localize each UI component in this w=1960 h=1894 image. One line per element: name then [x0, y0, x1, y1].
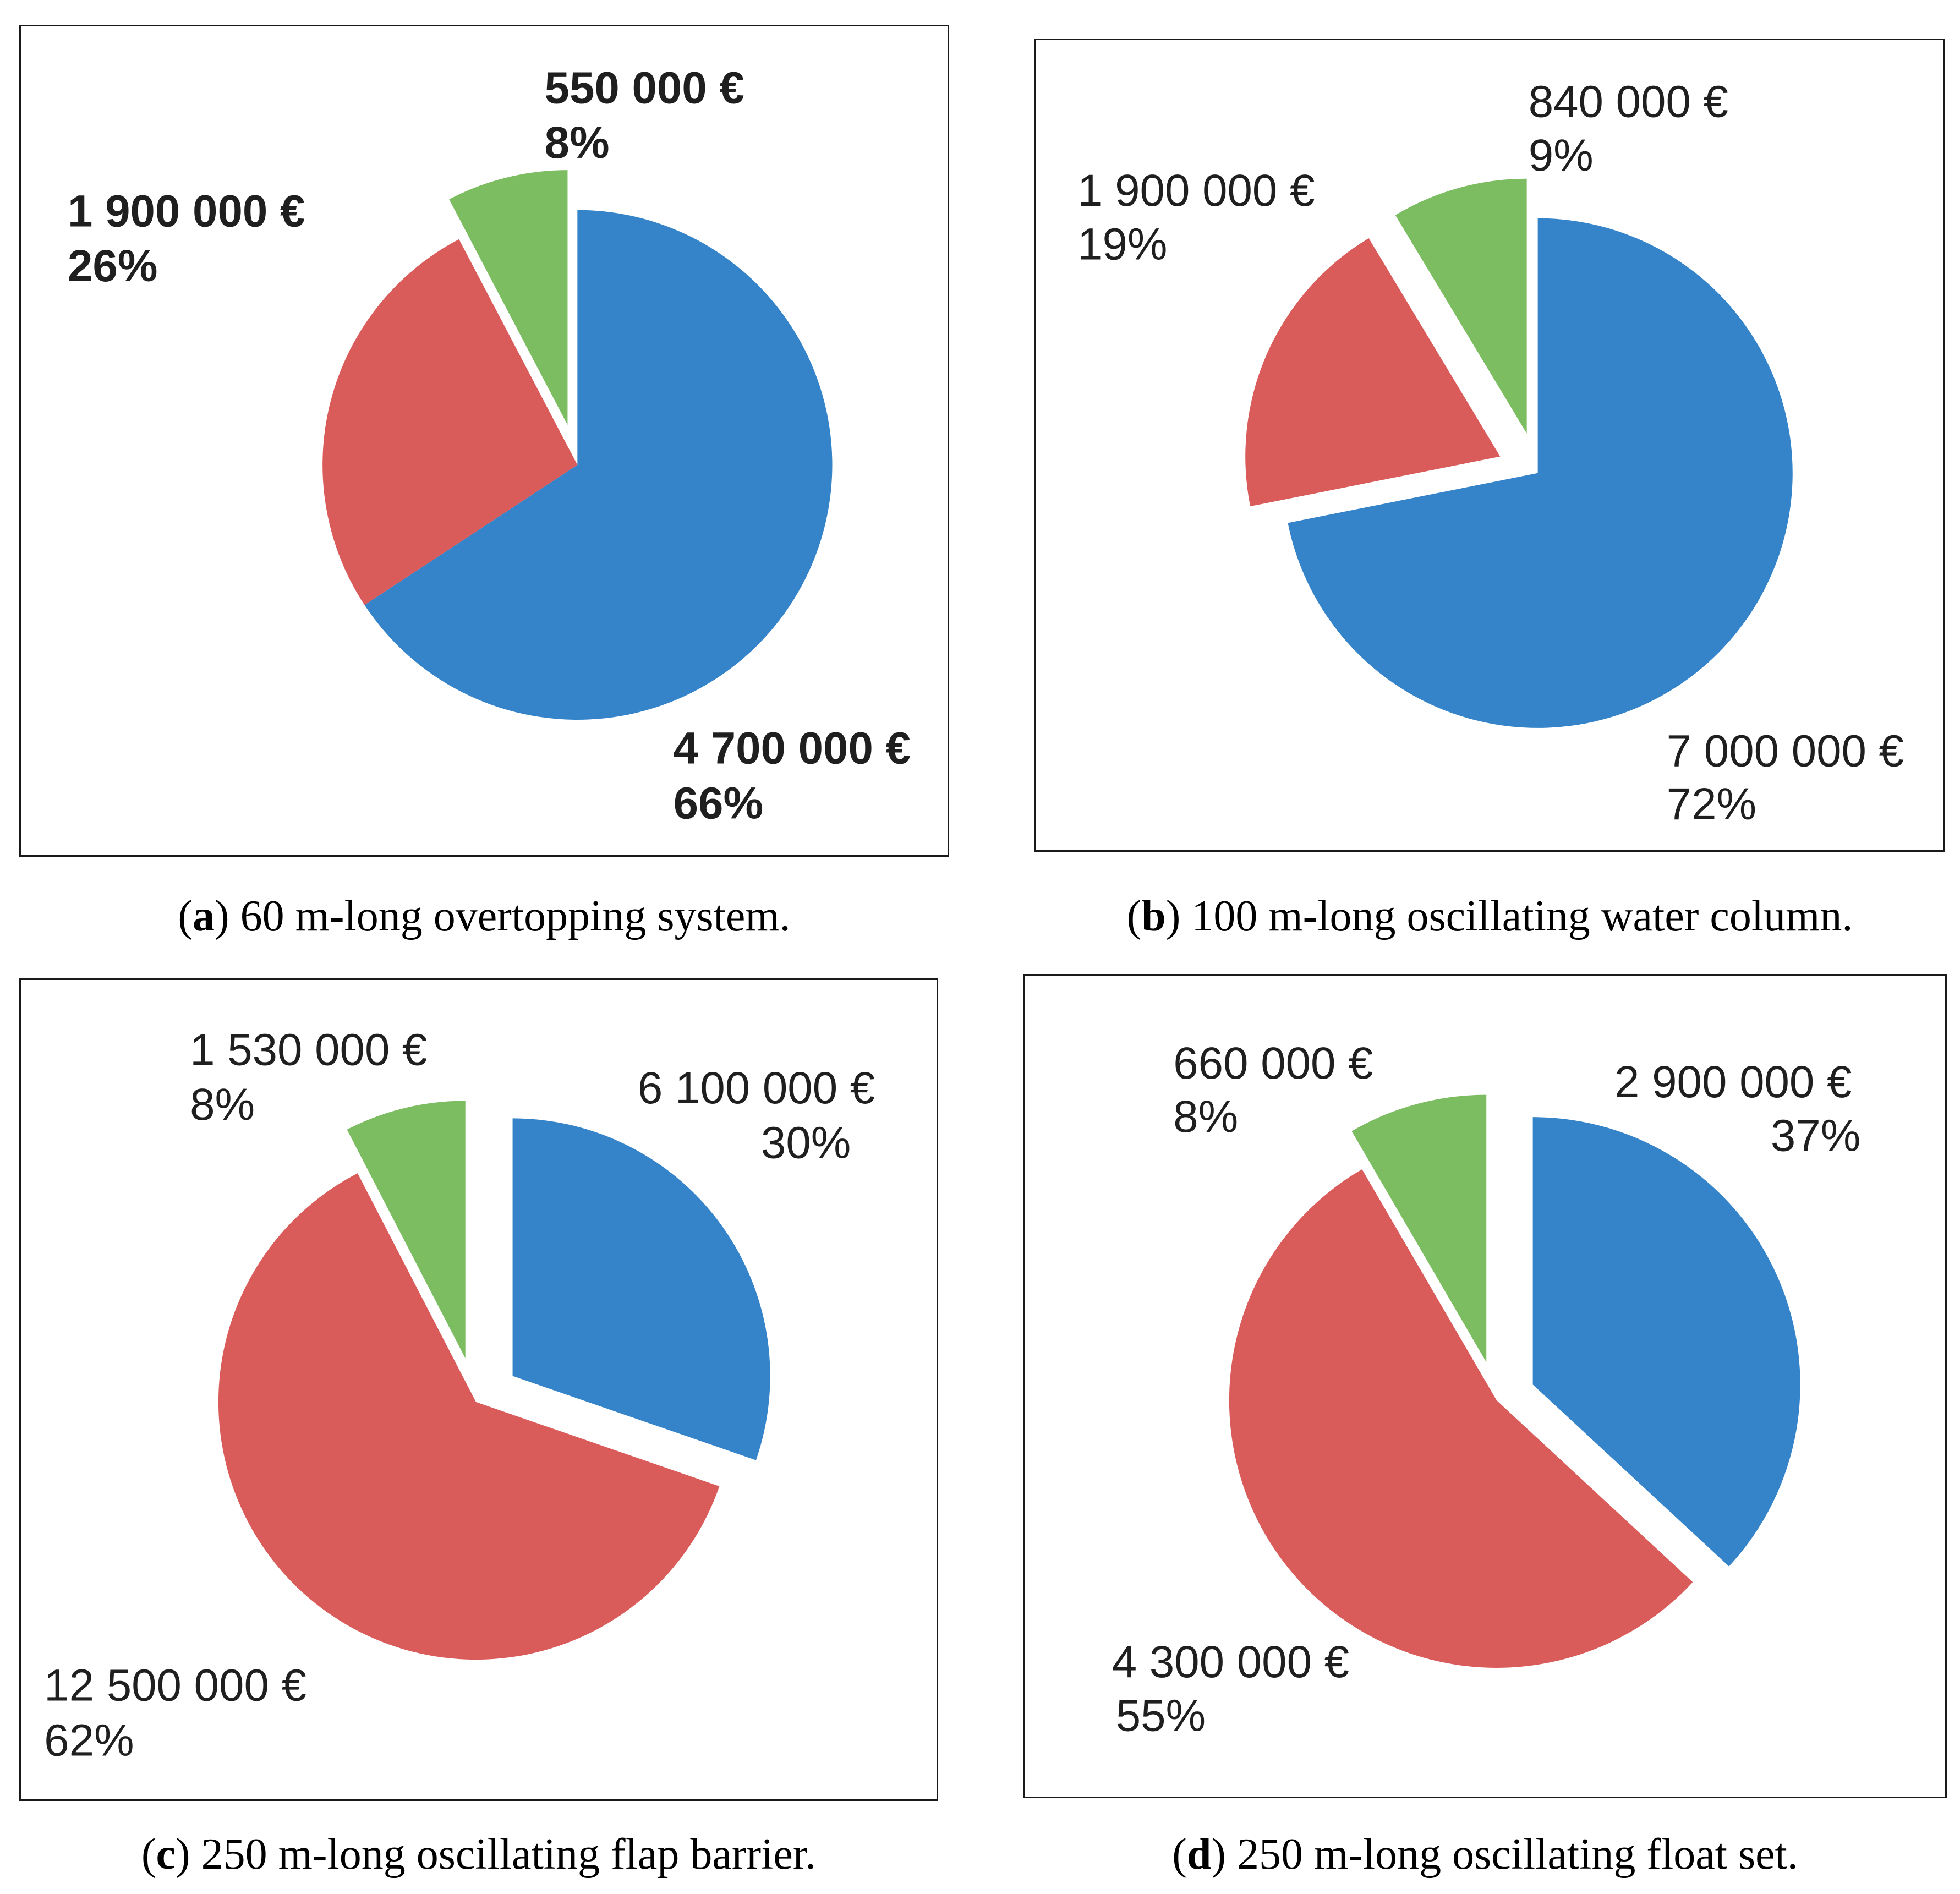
caption-letter-a: a	[193, 892, 215, 940]
slice-label-value-d-2: 660 000 €	[1173, 1038, 1373, 1088]
slice-label-value-b-1: 1 900 000 €	[1077, 166, 1315, 216]
caption-text-c: 250 m-long oscillating flap barrier.	[201, 1830, 817, 1879]
chart-panel-d: 660 000 € 8% 2 900 000 € 37% 4 300 000 €…	[1023, 974, 1947, 1798]
caption-c: (c) 250 m-long oscillating flap barrier.	[141, 1830, 817, 1879]
slice-label-value-a-2: 550 000 €	[545, 63, 744, 113]
pie-slices-d	[1229, 1094, 1800, 1668]
caption-text-a: 60 m-long overtopping system.	[240, 892, 791, 940]
slice-label-percent-d-0: 37%	[1771, 1111, 1860, 1161]
pie-slice-d-1	[1229, 1169, 1693, 1668]
slice-label-percent-c-0: 30%	[761, 1118, 851, 1168]
pie-slice-b-2	[1395, 178, 1527, 434]
slice-label-percent-a-1: 26%	[68, 241, 157, 291]
slice-label-percent-b-0: 72%	[1667, 779, 1756, 829]
caption-text-d: 250 m-long oscillating float set.	[1236, 1830, 1798, 1879]
chart-panel-a: 550 000 € 8% 1 900 000 € 26% 4 700 000 €…	[19, 25, 949, 857]
pie-slice-b-0	[1288, 218, 1793, 728]
caption-letter-c: c	[156, 1830, 176, 1879]
pie-slice-a-1	[322, 239, 578, 605]
slice-label-percent-c-2: 8%	[190, 1080, 255, 1130]
pie-slices-c	[218, 1101, 770, 1660]
slice-label-value-b-2: 840 000 €	[1529, 76, 1728, 127]
pie-chart-a: 550 000 € 8% 1 900 000 € 26% 4 700 000 €…	[68, 63, 911, 828]
slice-label-value-c-2: 1 530 000 €	[190, 1025, 427, 1075]
slice-label-value-d-1: 4 300 000 €	[1112, 1637, 1349, 1687]
pie-slice-a-2	[449, 170, 568, 425]
caption-letter-d: d	[1186, 1830, 1212, 1879]
slice-label-percent-d-1: 55%	[1116, 1690, 1206, 1740]
caption-d: (d) 250 m-long oscillating float set.	[1172, 1830, 1798, 1879]
caption-text-b: 100 m-long oscillating water column.	[1191, 892, 1853, 940]
slice-label-percent-a-0: 66%	[674, 778, 763, 828]
pie-slice-c-0	[512, 1118, 770, 1460]
pie-slice-a-0	[364, 210, 833, 720]
slice-label-value-a-1: 1 900 000 €	[68, 187, 305, 237]
slice-label-value-d-0: 2 900 000 €	[1614, 1057, 1852, 1107]
slice-label-value-a-0: 4 700 000 €	[674, 724, 911, 774]
slice-label-percent-b-2: 9%	[1529, 130, 1594, 180]
slice-label-percent-d-2: 8%	[1173, 1092, 1238, 1142]
slice-label-value-c-1: 12 500 000 €	[44, 1661, 306, 1711]
pie-slice-d-0	[1532, 1117, 1800, 1567]
pie-slice-c-2	[347, 1101, 466, 1359]
slice-label-value-b-0: 7 000 000 €	[1667, 726, 1904, 776]
slice-label-value-c-0: 6 100 000 €	[638, 1063, 875, 1113]
slice-label-percent-b-1: 19%	[1077, 219, 1167, 269]
pie-chart-b: 840 000 € 9% 1 900 000 € 19% 7 000 000 €…	[1077, 76, 1904, 829]
slice-label-percent-a-2: 8%	[545, 118, 610, 168]
caption-a: (a) 60 m-long overtopping system.	[178, 892, 791, 940]
pie-slice-c-1	[218, 1173, 720, 1660]
caption-letter-b: b	[1141, 892, 1166, 940]
pie-slices-b	[1245, 178, 1793, 728]
pie-chart-c: 1 530 000 € 8% 6 100 000 € 30% 12 500 00…	[44, 1025, 875, 1765]
chart-panel-b: 840 000 € 9% 1 900 000 € 19% 7 000 000 €…	[1034, 39, 1945, 852]
slice-label-percent-c-1: 62%	[44, 1715, 134, 1765]
pie-slices-a	[322, 170, 833, 720]
caption-b: (b) 100 m-long oscillating water column.	[1126, 892, 1853, 940]
pie-chart-d: 660 000 € 8% 2 900 000 € 37% 4 300 000 €…	[1112, 1038, 1861, 1740]
pie-slice-b-1	[1245, 238, 1501, 507]
chart-panel-c: 1 530 000 € 8% 6 100 000 € 30% 12 500 00…	[19, 978, 938, 1801]
pie-slice-d-2	[1351, 1094, 1487, 1362]
